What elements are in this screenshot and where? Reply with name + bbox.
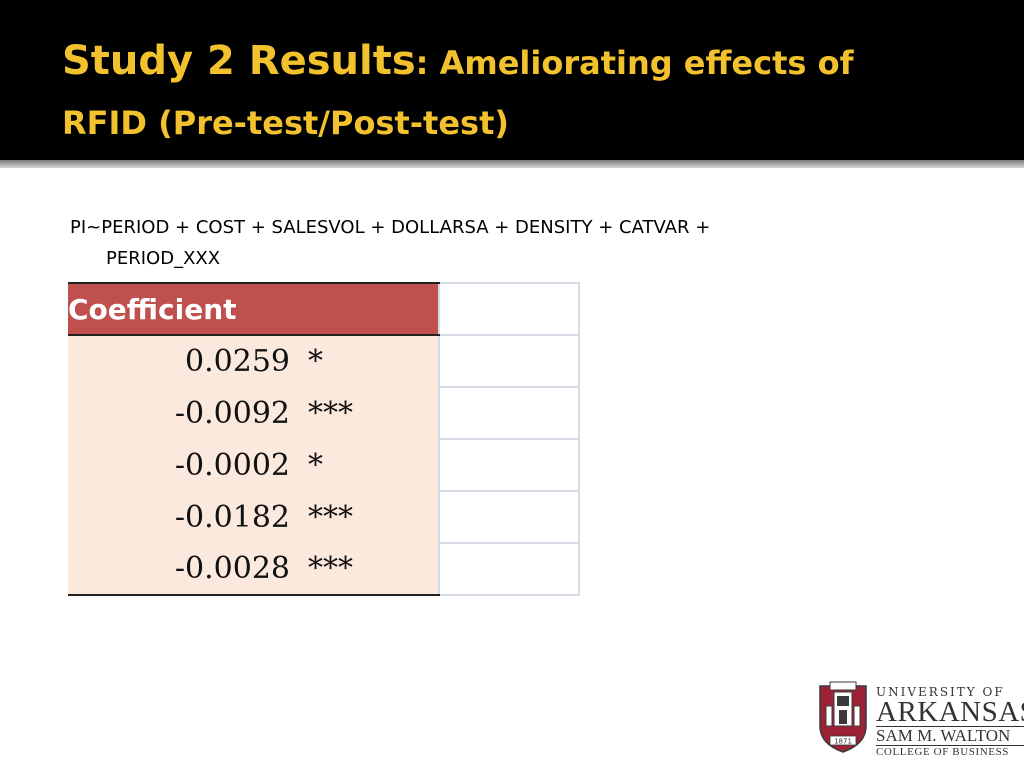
- empty-cell: [438, 334, 580, 388]
- table-row: 0.0259 *: [68, 334, 580, 388]
- logo-line-arkansas: ARKANSAS: [876, 698, 1024, 727]
- title-bar: Study 2 Results: Ameliorating effects of…: [0, 0, 1024, 160]
- table-row: -0.0092 ***: [68, 386, 580, 440]
- slide-title-line2: RFID (Pre-test/Post-test): [62, 104, 510, 142]
- formula-line1: PI~PERIOD + COST + SALESVOL + DOLLARSA +…: [70, 217, 711, 238]
- coefficient-cell: 0.0259 *: [68, 335, 439, 387]
- empty-cell: [438, 386, 580, 440]
- coefficient-table: Coefficient 0.0259 * -0.0092 *** -0.0002 * …: [68, 282, 580, 596]
- coefficient-value: -0.0002: [174, 447, 290, 483]
- logo-wordmark: UNIVERSITY OF ARKANSAS SAM M. WALTON COL…: [876, 686, 1024, 759]
- logo-line-college: COLLEGE OF BUSINESS: [876, 746, 1010, 758]
- coefficient-cell: -0.0002 *: [68, 439, 439, 491]
- table-row: -0.0002 *: [68, 438, 580, 492]
- significance-stars: ***: [308, 551, 353, 586]
- coefficient-value: 0.0259: [185, 344, 290, 379]
- slide-title-subtitle: : Ameliorating effects of: [415, 44, 854, 82]
- model-formula: PI~PERIOD + COST + SALESVOL + DOLLARSA +…: [70, 212, 830, 274]
- significance-stars: *: [308, 447, 323, 483]
- logo-year: 1871: [834, 738, 852, 746]
- coefficient-cell: -0.0092 ***: [68, 387, 439, 439]
- title-divider: [0, 160, 1024, 168]
- logo-line-university: UNIVERSITY OF: [876, 685, 1005, 699]
- significance-stars: *: [308, 344, 323, 379]
- coefficient-value: -0.0182: [174, 499, 290, 535]
- university-logo: 1871 UNIVERSITY OF ARKANSAS SAM M. WALTO…: [818, 680, 1024, 758]
- slide-title-main: Study 2 Results: [62, 38, 416, 84]
- coefficient-header: Coefficient: [68, 282, 439, 336]
- significance-stars: ***: [308, 395, 353, 431]
- coefficient-cell: -0.0182 ***: [68, 491, 439, 543]
- coefficient-value: -0.0028: [174, 551, 290, 586]
- table-row: -0.0182 ***: [68, 490, 580, 544]
- coefficient-value: -0.0092: [174, 395, 290, 431]
- slide-title-line1: Study 2 Results: Ameliorating effects of: [62, 38, 853, 84]
- empty-cell: [438, 282, 580, 336]
- logo-line-walton: SAM M. WALTON: [876, 727, 1024, 746]
- significance-stars: ***: [308, 499, 353, 535]
- formula-line2: PERIOD_XXX: [106, 248, 221, 269]
- empty-cell: [438, 438, 580, 492]
- table-header-row: Coefficient: [68, 282, 580, 336]
- table-row: -0.0028 ***: [68, 542, 580, 596]
- coefficient-cell: -0.0028 ***: [68, 543, 439, 596]
- shield-icon: 1871: [819, 681, 867, 753]
- empty-cell: [438, 490, 580, 544]
- empty-cell: [438, 542, 580, 596]
